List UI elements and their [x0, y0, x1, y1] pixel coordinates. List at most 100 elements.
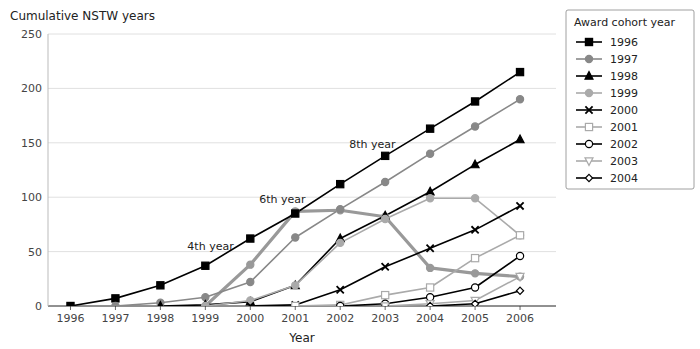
point: [337, 286, 344, 293]
point: [112, 302, 119, 306]
tick-label: 50: [28, 246, 42, 259]
point: [382, 215, 389, 222]
grid-line: [48, 88, 556, 89]
point: [202, 302, 209, 306]
tick-label: 1996: [56, 312, 84, 325]
legend-marker: [585, 72, 593, 80]
point: [247, 278, 254, 285]
point: [471, 195, 478, 202]
legend-marker: [585, 38, 592, 45]
legend-label: 2001: [610, 121, 638, 134]
tick-label: 100: [21, 191, 42, 204]
point: [516, 287, 523, 294]
legend-title: Award cohort year: [574, 16, 675, 29]
series-line: [385, 277, 520, 306]
point: [337, 239, 344, 246]
point: [471, 300, 478, 306]
tick-label: 0: [35, 300, 42, 313]
point: [382, 263, 389, 270]
tick-mark: [205, 306, 206, 310]
point: [471, 255, 478, 262]
point: [516, 273, 524, 281]
legend-label: 1997: [610, 53, 638, 66]
point: [202, 262, 209, 269]
point: [382, 178, 389, 185]
point: [427, 264, 434, 271]
point: [427, 302, 434, 306]
annotation: 4th year: [187, 240, 234, 253]
legend-marker: [585, 174, 592, 181]
point: [292, 282, 299, 289]
tick-label: 1999: [191, 312, 219, 325]
series-line: [160, 140, 520, 306]
tick-label: 2003: [371, 312, 399, 325]
y-axis-label: Cumulative NSTW years: [10, 9, 155, 23]
point: [471, 160, 479, 168]
legend-marker: [585, 123, 592, 130]
legend: Award cohort year19961997199819992000200…: [566, 10, 694, 189]
annotation: 6th year: [259, 193, 306, 206]
point: [516, 252, 523, 259]
legend-label: 2002: [610, 138, 638, 151]
point: [382, 152, 389, 159]
tick-label: 1997: [101, 312, 129, 325]
point: [156, 302, 164, 306]
point: [516, 96, 523, 103]
point: [516, 68, 523, 75]
point: [291, 281, 299, 289]
tick-mark: [115, 306, 116, 310]
legend-label: 1996: [610, 36, 638, 49]
point: [292, 210, 299, 217]
tick-mark: [160, 306, 161, 310]
series-line: [295, 235, 520, 306]
point: [337, 206, 344, 213]
series-line: [205, 198, 520, 306]
tick-label: 2000: [236, 312, 264, 325]
series-line: [340, 256, 520, 306]
tick-label: 2001: [281, 312, 309, 325]
point: [427, 245, 434, 252]
legend-frame: [566, 10, 694, 189]
point: [471, 284, 478, 291]
point: [471, 270, 478, 277]
point: [157, 282, 164, 289]
x-axis-label: Year: [288, 331, 314, 345]
point: [471, 226, 478, 233]
point: [427, 150, 434, 157]
point: [247, 235, 254, 242]
point: [426, 187, 434, 195]
tick-mark: [385, 306, 386, 310]
point: [247, 261, 254, 268]
tick-mark: [340, 306, 341, 310]
point: [112, 295, 119, 302]
grid-line: [48, 142, 556, 143]
plot-area: [67, 68, 524, 306]
point: [516, 232, 523, 239]
tick-mark: [520, 306, 521, 310]
point: [337, 181, 344, 188]
point: [427, 284, 434, 291]
point: [516, 273, 523, 280]
legend-marker: [585, 89, 592, 96]
legend-marker: [585, 140, 592, 147]
legend-label: 2000: [610, 104, 638, 117]
point: [247, 302, 254, 306]
point: [292, 234, 299, 241]
point: [471, 98, 478, 105]
chart: 0501001502002501996199719981999200020012…: [0, 0, 700, 349]
tick-label: 2006: [506, 312, 534, 325]
legend-label: 2004: [610, 172, 638, 185]
tick-mark: [70, 306, 71, 310]
legend-marker: [585, 55, 592, 62]
tick-label: 2002: [326, 312, 354, 325]
point: [516, 135, 524, 143]
tick-mark: [250, 306, 251, 310]
legend-marker: [585, 158, 593, 166]
point: [471, 123, 478, 130]
tick-mark: [430, 306, 431, 310]
point: [67, 302, 74, 306]
tick-label: 250: [21, 28, 42, 41]
grid-line: [48, 34, 556, 35]
point: [202, 302, 209, 306]
series-line: [115, 99, 520, 306]
